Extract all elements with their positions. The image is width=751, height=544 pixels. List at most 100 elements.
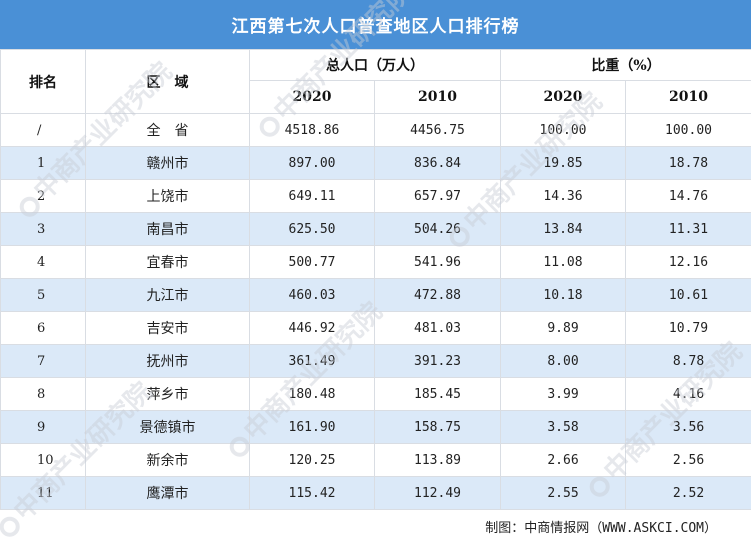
share-2020-cell: 14.36: [501, 180, 626, 213]
rank-header: 排名: [1, 50, 86, 114]
rank-cell: 1: [1, 147, 86, 180]
share-2010-cell: 10.61: [626, 279, 751, 312]
share-2020-cell: 100.00: [501, 114, 626, 147]
pop-2010-cell: 836.84: [375, 147, 501, 180]
pop-2020-cell: 460.03: [250, 279, 375, 312]
source-credit: 制图：中商情报网（WWW.ASKCI.COM）: [485, 517, 717, 536]
share-2010-cell: 4.16: [626, 378, 751, 411]
watermark-logo-icon: [0, 512, 24, 540]
share-2010-cell: 2.56: [626, 444, 751, 477]
region-cell: 赣州市: [86, 147, 250, 180]
region-cell: 景德镇市: [86, 411, 250, 444]
pop-2010-cell: 657.97: [375, 180, 501, 213]
region-cell: 鹰潭市: [86, 477, 250, 510]
pop-2020-cell: 897.00: [250, 147, 375, 180]
rank-cell: 8: [1, 378, 86, 411]
pop-2020-cell: 649.11: [250, 180, 375, 213]
pop-2020-cell: 180.48: [250, 378, 375, 411]
share-2020-cell: 10.18: [501, 279, 626, 312]
rank-cell: 5: [1, 279, 86, 312]
share-2020-cell: 9.89: [501, 312, 626, 345]
share-2010-cell: 10.79: [626, 312, 751, 345]
region-cell: 南昌市: [86, 213, 250, 246]
pop-2020-cell: 500.77: [250, 246, 375, 279]
region-cell: 全 省: [86, 114, 250, 147]
region-cell: 抚州市: [86, 345, 250, 378]
pop-2020-cell: 115.42: [250, 477, 375, 510]
table-title: 江西第七次人口普查地区人口排行榜: [0, 0, 751, 49]
pop-2020-cell: 161.90: [250, 411, 375, 444]
rank-cell: 11: [1, 477, 86, 510]
share-2020-cell: 2.55: [501, 477, 626, 510]
rank-cell: 10: [1, 444, 86, 477]
header-row-top: 排名 区 域 总人口（万人） 比重（%）: [1, 50, 751, 81]
source-credit-prefix: 制图：中商情报网: [485, 521, 589, 536]
pop-2020-cell: 120.25: [250, 444, 375, 477]
share-2010-cell: 2.52: [626, 477, 751, 510]
share-2020-cell: 8.00: [501, 345, 626, 378]
pop-2010-cell: 112.49: [375, 477, 501, 510]
share-2020-cell: 13.84: [501, 213, 626, 246]
rank-cell: /: [1, 114, 86, 147]
share-2020-header: 2020: [501, 81, 626, 114]
pop-2010-cell: 113.89: [375, 444, 501, 477]
source-credit-url: （WWW.ASKCI.COM）: [589, 521, 717, 536]
pop-2010-cell: 158.75: [375, 411, 501, 444]
pop-2010-cell: 185.45: [375, 378, 501, 411]
pop-2020-header: 2020: [250, 81, 375, 114]
share-2020-cell: 3.99: [501, 378, 626, 411]
share-2010-header: 2010: [626, 81, 751, 114]
pop-2010-cell: 472.88: [375, 279, 501, 312]
share-2020-cell: 19.85: [501, 147, 626, 180]
share-2010-cell: 11.31: [626, 213, 751, 246]
rank-cell: 3: [1, 213, 86, 246]
rank-cell: 7: [1, 345, 86, 378]
region-cell: 吉安市: [86, 312, 250, 345]
pop-2010-cell: 481.03: [375, 312, 501, 345]
region-cell: 九江市: [86, 279, 250, 312]
pop-2020-cell: 4518.86: [250, 114, 375, 147]
share-2010-cell: 100.00: [626, 114, 751, 147]
share-2010-cell: 18.78: [626, 147, 751, 180]
share-2020-cell: 11.08: [501, 246, 626, 279]
pop-2020-cell: 625.50: [250, 213, 375, 246]
pop-2010-cell: 4456.75: [375, 114, 501, 147]
pop-2020-cell: 361.49: [250, 345, 375, 378]
rank-cell: 6: [1, 312, 86, 345]
share-2010-cell: 12.16: [626, 246, 751, 279]
share-2020-cell: 3.58: [501, 411, 626, 444]
share-2010-cell: 14.76: [626, 180, 751, 213]
share-2020-cell: 2.66: [501, 444, 626, 477]
share-2010-cell: 8.78: [626, 345, 751, 378]
region-cell: 上饶市: [86, 180, 250, 213]
pop-2010-cell: 541.96: [375, 246, 501, 279]
pop-2010-cell: 504.26: [375, 213, 501, 246]
share-group-header: 比重（%）: [501, 50, 751, 81]
population-table: 排名 区 域 总人口（万人） 比重（%） 2020 2010 2020 2010…: [0, 49, 751, 510]
table-header: 排名 区 域 总人口（万人） 比重（%） 2020 2010 2020 2010: [1, 50, 751, 114]
region-cell: 宜春市: [86, 246, 250, 279]
share-2010-cell: 3.56: [626, 411, 751, 444]
rank-cell: 2: [1, 180, 86, 213]
region-header: 区 域: [86, 50, 250, 114]
region-cell: 新余市: [86, 444, 250, 477]
pop-2010-header: 2010: [375, 81, 501, 114]
population-group-header: 总人口（万人）: [250, 50, 501, 81]
rank-cell: 4: [1, 246, 86, 279]
pop-2020-cell: 446.92: [250, 312, 375, 345]
pop-2010-cell: 391.23: [375, 345, 501, 378]
